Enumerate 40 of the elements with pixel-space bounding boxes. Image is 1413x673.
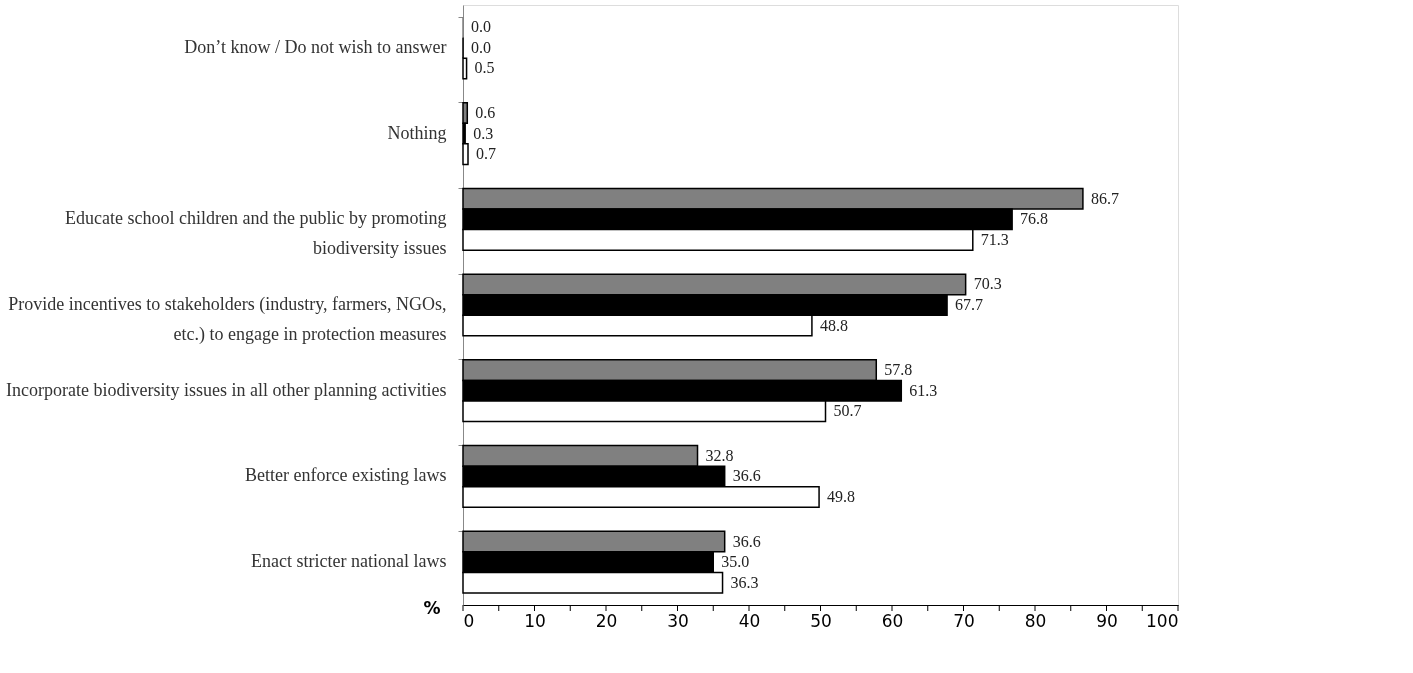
data-label: 49.8: [827, 488, 856, 505]
y-tick-label: Educate school children and the public by promoting biodiversity issues: [65, 208, 447, 259]
data-label: 71.3: [980, 230, 1009, 248]
x-tick-label: 100: [1146, 610, 1179, 631]
data-label: 0.0: [471, 38, 491, 56]
data-label: 50.7: [833, 402, 862, 420]
data-label: 57.8: [884, 361, 913, 379]
x-axis-title: %: [423, 597, 441, 618]
x-tick-label: 30: [667, 610, 689, 631]
y-tick-label: Nothing: [387, 122, 447, 143]
data-label: 61.3: [909, 381, 938, 399]
data-label: 36.3: [730, 573, 759, 591]
x-tick-label: 20: [595, 610, 618, 631]
data-label: 70.3: [973, 275, 1002, 293]
x-tick-label: 50: [810, 610, 832, 631]
data-label: 35.0: [721, 553, 750, 571]
x-tick-label: 70: [953, 610, 975, 631]
data-label: 0.5: [474, 59, 495, 77]
data-label: 48.8: [819, 316, 848, 334]
data-label: 32.8: [705, 446, 734, 464]
x-tick-label: 60: [881, 610, 904, 631]
y-tick-label: Incorporate biodiversity issues in all other planning activities: [6, 379, 447, 400]
x-tick-label: 90: [1096, 610, 1118, 631]
data-label: 0.3: [473, 124, 494, 142]
x-tick-label: 10: [524, 610, 546, 631]
data-label: 86.7: [1090, 189, 1119, 207]
x-tick-label: 0: [463, 610, 475, 631]
x-tick-label: 40: [738, 610, 761, 631]
data-label: 0.0: [471, 18, 491, 36]
data-label: 0.7: [476, 145, 497, 163]
y-tick-label: Provide incentives to stakeholders (industry, farmers, NGOs, etc.) to engage in protection measures: [8, 294, 447, 345]
data-label: 36.6: [732, 532, 761, 550]
data-label: 36.6: [732, 467, 761, 485]
data-label: 0.6: [475, 104, 496, 121]
data-label: 67.7: [955, 296, 984, 313]
y-tick-label: Don’t know / Do not wish to answer: [184, 36, 447, 57]
y-tick-label: Better enforce existing laws: [245, 465, 447, 486]
data-label: 76.8: [1020, 210, 1049, 228]
x-tick-label: 80: [1024, 610, 1047, 631]
y-tick-label: Enact stricter national laws: [251, 551, 447, 572]
